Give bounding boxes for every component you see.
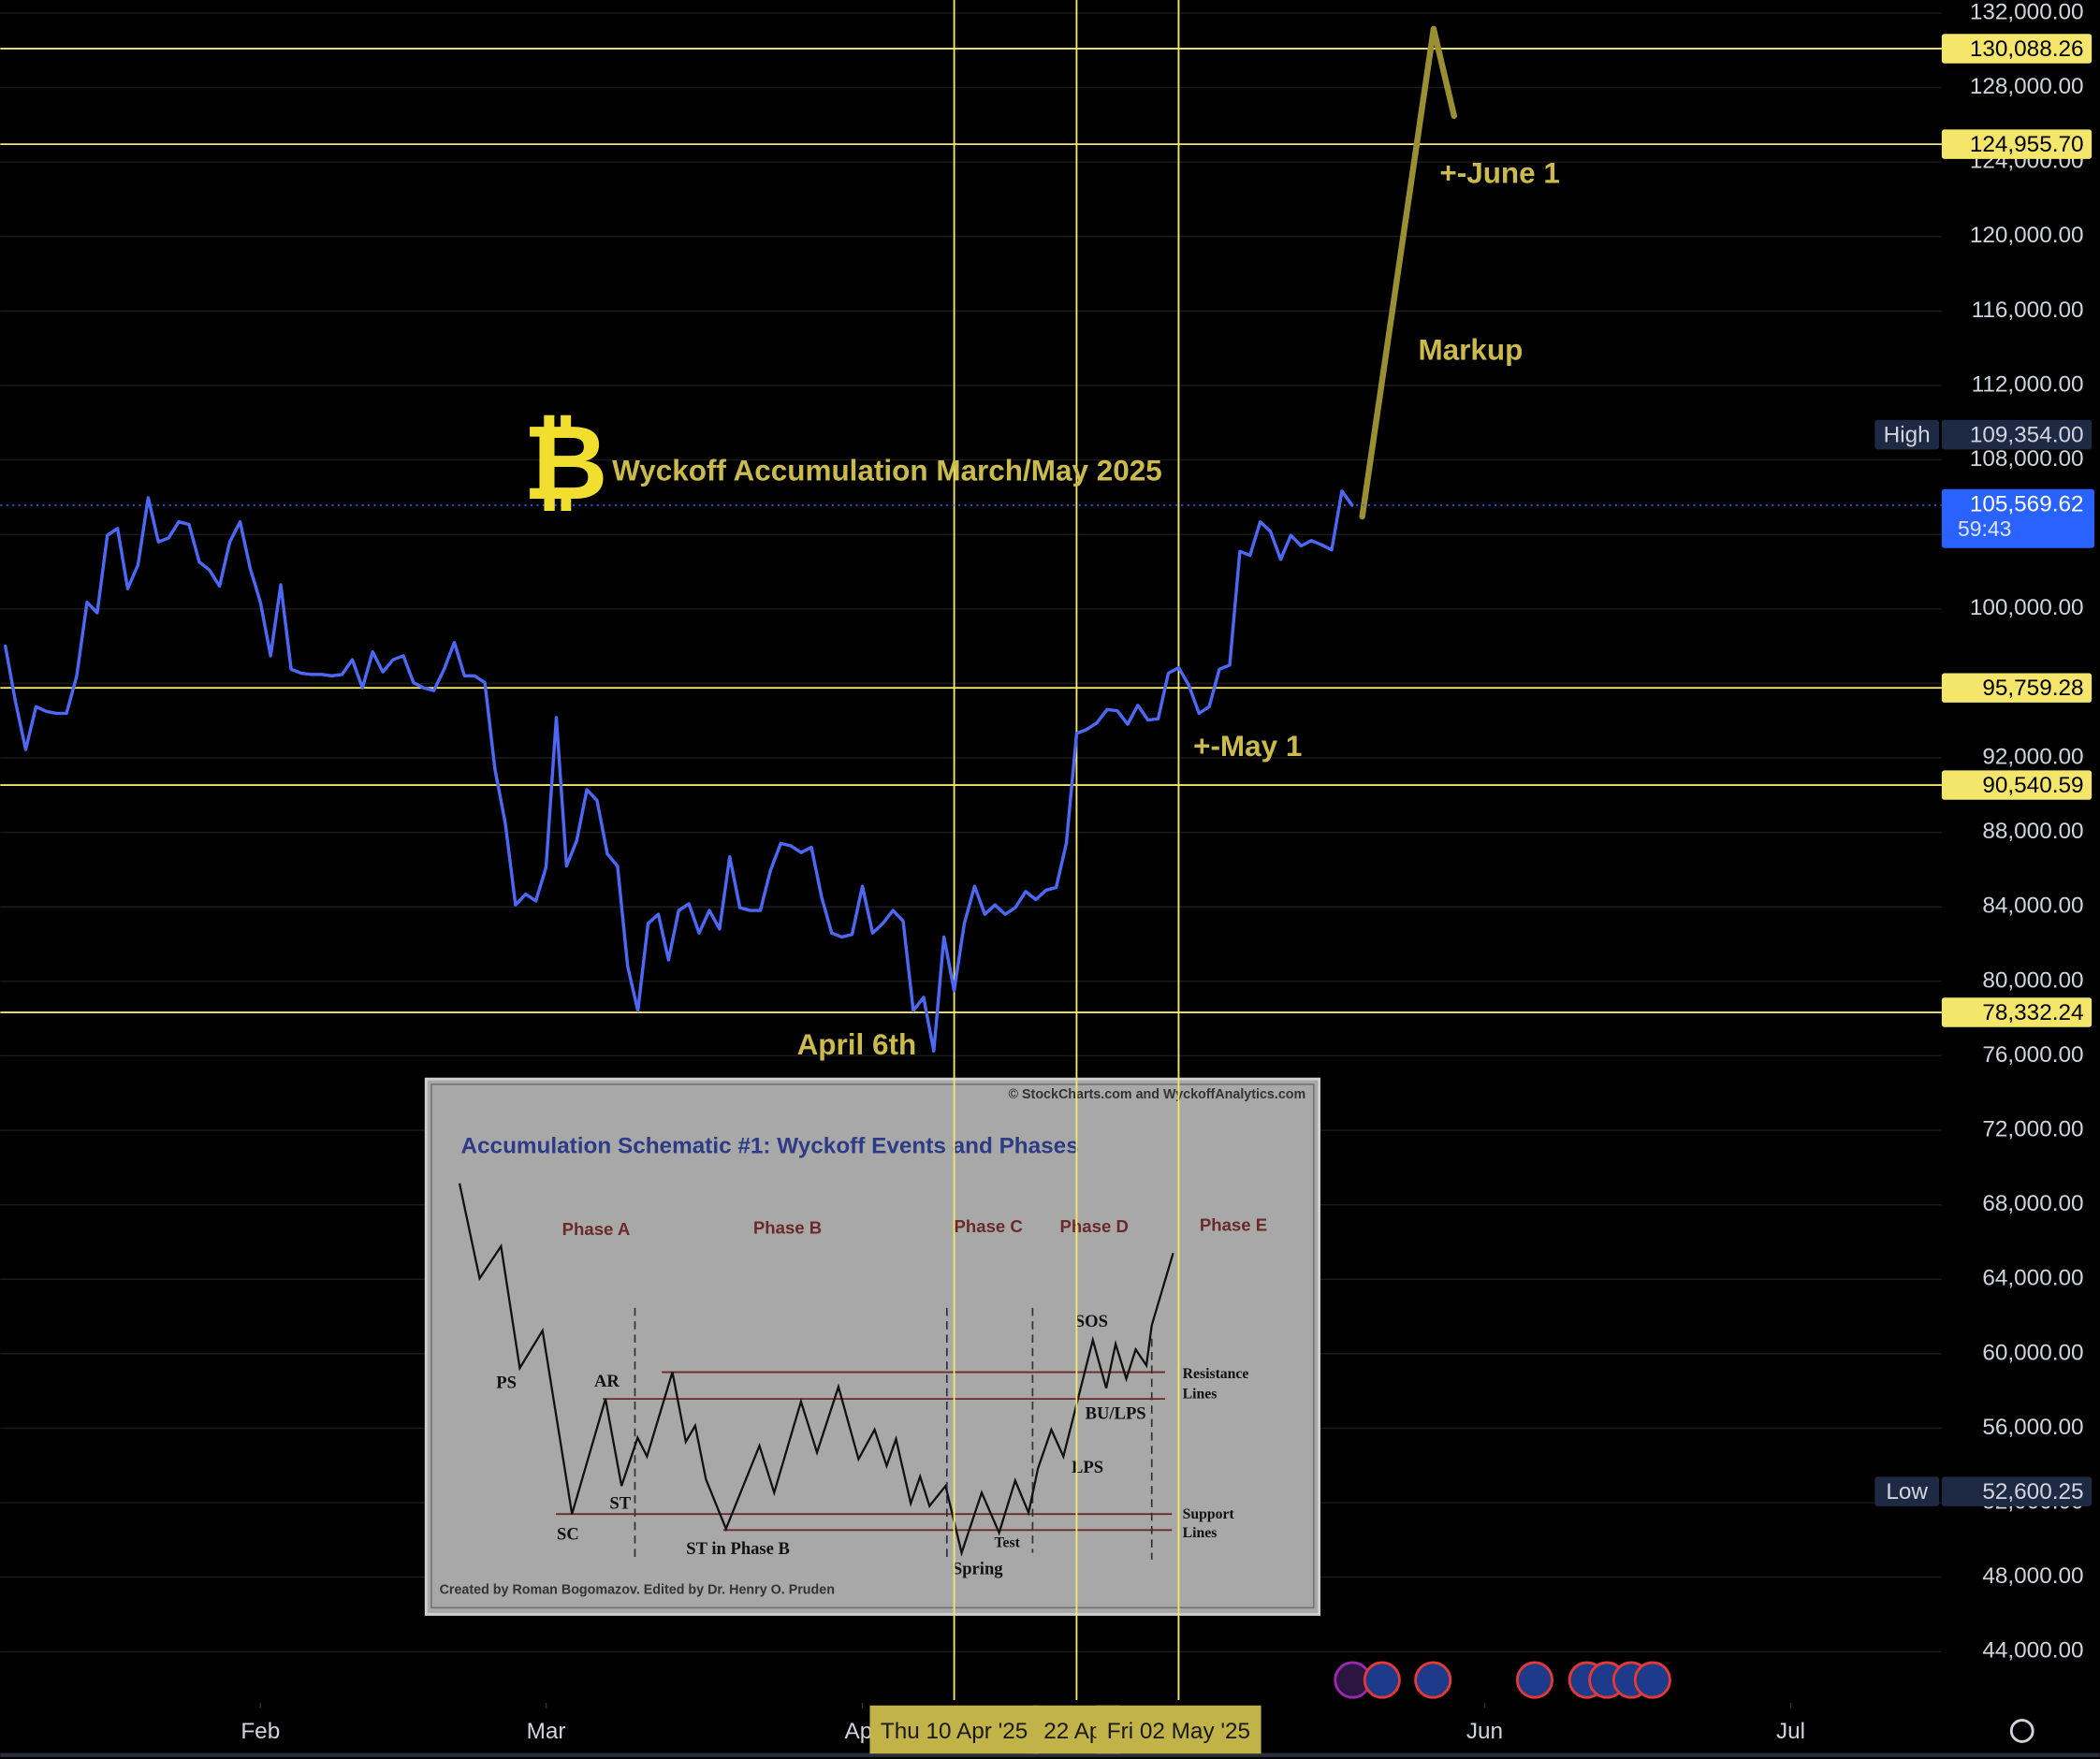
level-label-box xyxy=(1941,673,2093,703)
countdown: 59:43 xyxy=(1958,516,2011,541)
phase-label: Phase A xyxy=(562,1219,631,1239)
y-tick-label: 128,000.00 xyxy=(1970,74,2084,99)
date-label: Thu 10 Apr '25 xyxy=(881,1719,1028,1744)
annotation: Wyckoff Accumulation March/May 2025 xyxy=(612,454,1162,487)
event-label: Test xyxy=(995,1534,1021,1550)
event-icon xyxy=(1363,1661,1401,1699)
inset-credit: Created by Roman Bogomazov. Edited by Dr… xyxy=(440,1583,835,1598)
plot xyxy=(0,0,1942,1701)
x-tick-label: Mar xyxy=(527,1719,566,1744)
x-tick-label: Jul xyxy=(1776,1719,1805,1744)
y-tick-label: 72,000.00 xyxy=(1982,1116,2083,1141)
x-tick-label: Jun xyxy=(1466,1719,1503,1744)
inset-credit: © StockCharts.com and WyckoffAnalytics.c… xyxy=(1009,1087,1306,1102)
y-tick-label: 44,000.00 xyxy=(1982,1638,2083,1664)
schematic-price xyxy=(458,1183,1174,1557)
event-label: Resistance xyxy=(1183,1366,1249,1382)
event-label: Lines xyxy=(1183,1386,1218,1402)
date-label-box xyxy=(869,1705,1039,1754)
annotation: +-June 1 xyxy=(1439,157,1560,190)
event-label: Support xyxy=(1183,1506,1235,1522)
inset-frame xyxy=(424,1077,1321,1616)
annotation: +-May 1 xyxy=(1193,730,1302,763)
event-icon xyxy=(1633,1661,1671,1699)
y-tick-label: 100,000.00 xyxy=(1970,595,2084,620)
annotation: April 6th xyxy=(797,1028,917,1061)
y-tick-label: 108,000.00 xyxy=(1970,446,2084,472)
settings-icon[interactable] xyxy=(2009,1719,2034,1743)
low-tag: Low xyxy=(1886,1479,1928,1505)
level-label-box xyxy=(1941,129,2093,159)
event-icons xyxy=(1334,1661,2034,1743)
y-tick-label: 88,000.00 xyxy=(1982,819,2083,844)
y-tick-label: 48,000.00 xyxy=(1982,1563,2083,1589)
phase-label: Phase B xyxy=(753,1217,822,1237)
event-label: Spring xyxy=(953,1560,1003,1579)
event-label: AR xyxy=(594,1372,620,1391)
y-tick-label: 56,000.00 xyxy=(1982,1415,2083,1440)
date-label-box xyxy=(1096,1705,1261,1754)
phase-label: Phase C xyxy=(955,1216,1023,1236)
y-tick-label: 76,000.00 xyxy=(1982,1042,2083,1068)
level-label-box xyxy=(1941,997,2093,1027)
y-tick-label: 84,000.00 xyxy=(1982,894,2083,919)
high-tag-box xyxy=(1874,419,1940,450)
inset-title: Accumulation Schematic #1: Wyckoff Event… xyxy=(460,1134,1078,1159)
inset-border xyxy=(430,1083,1315,1609)
event-label: PS xyxy=(496,1374,517,1393)
event-label: ST in Phase B xyxy=(686,1539,790,1559)
level-label: 90,540.59 xyxy=(1982,773,2083,798)
high-value: 109,354.00 xyxy=(1970,422,2084,447)
level-label-box xyxy=(1941,770,2093,800)
y-tick-label: 120,000.00 xyxy=(1970,223,2084,248)
phase-label: Phase E xyxy=(1200,1214,1267,1234)
event-label: ST xyxy=(609,1493,631,1513)
event-label: Lines xyxy=(1183,1525,1218,1541)
price-line xyxy=(4,489,1354,1053)
bitcoin-logo: ₿ xyxy=(523,404,608,521)
level-label-box xyxy=(1941,34,2093,64)
last-price-box xyxy=(1941,488,2094,548)
level-label: 130,088.26 xyxy=(1970,36,2084,62)
high-tag: High xyxy=(1884,422,1931,447)
grid xyxy=(0,12,1942,1708)
event-label: SC xyxy=(557,1524,579,1544)
date-label: Fri 02 May '25 xyxy=(1107,1719,1250,1744)
x-tick-label: Feb xyxy=(241,1719,280,1744)
event-icon xyxy=(1515,1661,1553,1699)
y-tick-label: 68,000.00 xyxy=(1982,1191,2083,1216)
inset-image: © StockCharts.com and WyckoffAnalytics.c… xyxy=(424,1077,1321,1616)
level-label: 95,759.28 xyxy=(1982,676,2083,701)
level-label: 124,955.70 xyxy=(1970,132,2084,157)
phase-label: Phase D xyxy=(1060,1216,1129,1236)
y-tick-label: 64,000.00 xyxy=(1982,1266,2083,1291)
y-tick-label: 132,000.00 xyxy=(1970,0,2084,24)
y-tick-label: 112,000.00 xyxy=(1972,371,2084,397)
event-label: LPS xyxy=(1072,1458,1103,1477)
y-tick-label: 60,000.00 xyxy=(1982,1340,2083,1365)
event-label: BU/LPS xyxy=(1086,1404,1146,1424)
phase-dividers xyxy=(634,1307,1153,1560)
high-value-box xyxy=(1941,419,2093,450)
low-value-box xyxy=(1941,1476,2093,1506)
y-tick-label: 92,000.00 xyxy=(1982,744,2083,769)
projection-line xyxy=(1359,25,1458,520)
low-tag-box xyxy=(1874,1476,1940,1506)
event-icon xyxy=(1414,1661,1452,1699)
event-label: SOS xyxy=(1075,1312,1108,1331)
y-tick-label: 80,000.00 xyxy=(1982,967,2083,993)
y-tick-label: 116,000.00 xyxy=(1972,298,2084,323)
low-value: 52,600.25 xyxy=(1982,1479,2083,1505)
annotation: Markup xyxy=(1418,334,1523,367)
last-price: 105,569.62 xyxy=(1970,491,2084,516)
level-label: 78,332.24 xyxy=(1982,1000,2083,1025)
